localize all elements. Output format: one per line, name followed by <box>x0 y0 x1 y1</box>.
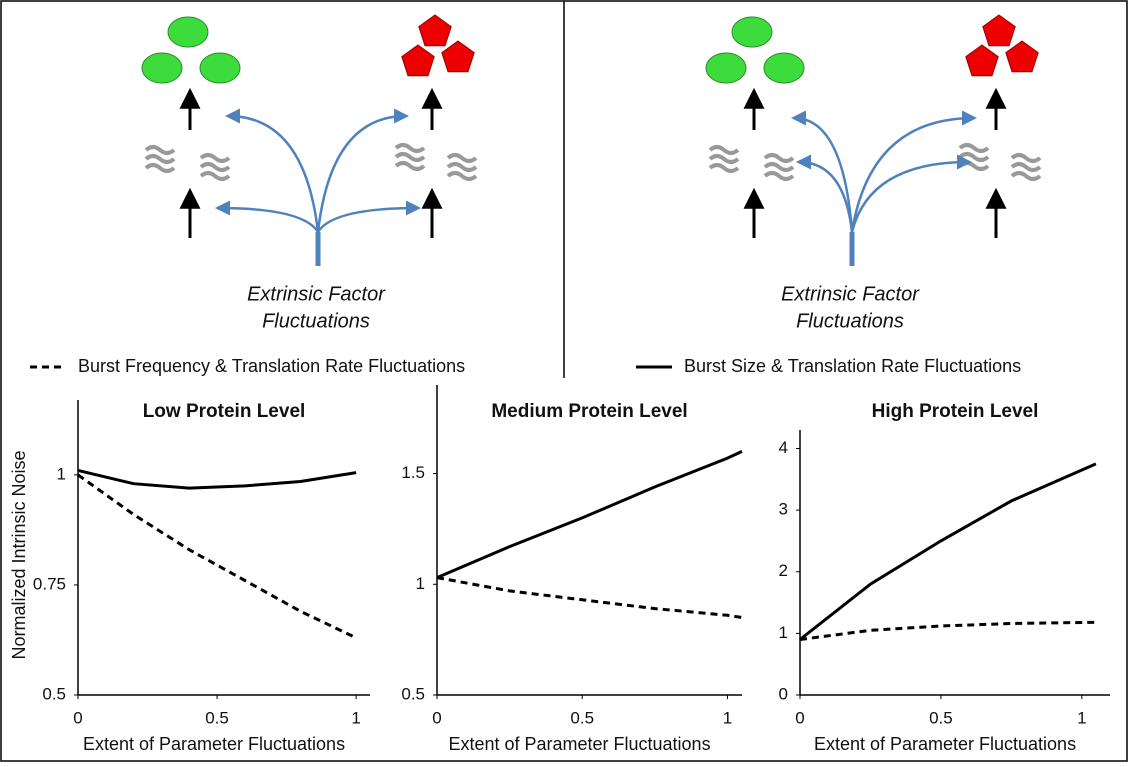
protein-green <box>732 17 772 47</box>
mrna <box>1012 164 1040 170</box>
protein-green <box>706 53 746 83</box>
x-tick-label: 0 <box>432 708 441 727</box>
protein-green <box>764 53 804 83</box>
blue-arrow <box>318 116 406 232</box>
series-line <box>800 464 1096 640</box>
protein-red <box>1006 41 1038 72</box>
mrna <box>960 154 988 160</box>
mrna <box>1012 173 1040 179</box>
y-tick-label tick: 1 <box>57 464 66 483</box>
blue-arrow <box>852 162 969 232</box>
mrna <box>448 164 476 170</box>
x-tick-label: 1 <box>723 708 732 727</box>
protein-green <box>200 53 240 83</box>
x-axis-label: Extent of Parameter Fluctuations <box>448 734 710 754</box>
mrna <box>396 145 424 151</box>
mrna <box>960 163 988 169</box>
blue-arrow <box>318 208 418 232</box>
mrna <box>146 147 174 153</box>
series-line <box>78 470 356 488</box>
mrna <box>710 165 738 171</box>
mrna <box>201 155 229 161</box>
mrna <box>765 155 793 161</box>
y-tick-label tick: 0 <box>779 684 788 703</box>
x-axis-label: Extent of Parameter Fluctuations <box>83 734 345 754</box>
protein-green <box>142 53 182 83</box>
legend-label: Burst Frequency & Translation Rate Fluct… <box>78 356 465 376</box>
y-tick-label tick: 1 <box>779 623 788 642</box>
blue-arrow <box>852 118 974 232</box>
x-tick-label: 0 <box>73 708 82 727</box>
mrna <box>448 173 476 179</box>
diagram-label: Extrinsic Factor <box>247 283 386 305</box>
x-axis-label: Extent of Parameter Fluctuations <box>814 734 1076 754</box>
blue-arrow <box>218 208 318 232</box>
diagram-label: Fluctuations <box>262 310 370 332</box>
y-axis-label: Normalized Intrinsic Noise <box>9 450 29 659</box>
protein-green <box>168 17 208 47</box>
mrna <box>448 155 476 161</box>
series-line <box>78 475 356 638</box>
blue-arrow <box>794 118 852 232</box>
y-tick-label tick: 1.5 <box>401 463 425 482</box>
x-tick-label: 1 <box>351 708 360 727</box>
blue-arrow <box>228 116 318 232</box>
mrna <box>201 173 229 179</box>
x-tick-label: 0.5 <box>205 708 229 727</box>
mrna <box>201 164 229 170</box>
y-tick-label tick: 0.75 <box>33 574 66 593</box>
mrna <box>396 163 424 169</box>
protein-red <box>402 45 434 76</box>
mrna <box>146 156 174 162</box>
legend-label: Burst Size & Translation Rate Fluctuatio… <box>684 356 1021 376</box>
mrna <box>396 154 424 160</box>
y-tick-label tick: 3 <box>779 500 788 519</box>
protein-red <box>419 15 451 46</box>
mrna <box>146 165 174 171</box>
chart-title: Low Protein Level <box>143 401 306 422</box>
mrna <box>710 156 738 162</box>
protein-red <box>983 15 1015 46</box>
x-tick-label: 0 <box>795 708 804 727</box>
y-tick-label tick: 0.5 <box>401 684 425 703</box>
y-tick-label tick: 1 <box>416 574 425 593</box>
mrna <box>960 145 988 151</box>
y-tick-label tick: 2 <box>779 561 788 580</box>
mrna <box>765 173 793 179</box>
protein-red <box>442 41 474 72</box>
blue-arrow <box>799 162 852 232</box>
series-line <box>800 622 1096 639</box>
mrna <box>710 147 738 153</box>
y-tick-label tick: 4 <box>779 438 788 457</box>
y-tick-label tick: 0.5 <box>42 684 66 703</box>
mrna <box>765 164 793 170</box>
x-tick-label: 0.5 <box>570 708 594 727</box>
figure: Extrinsic Factor Fluctuations Extrinsic Fa… <box>0 0 1128 762</box>
x-tick-label: 0.5 <box>929 708 953 727</box>
series-line <box>437 578 742 618</box>
chart-title: Medium Protein Level <box>491 401 687 422</box>
diagram-label: Fluctuations <box>796 310 904 332</box>
chart-title: High Protein Level <box>872 401 1039 422</box>
protein-red <box>966 45 998 76</box>
x-tick-label: 1 <box>1077 708 1086 727</box>
series-line <box>437 451 742 577</box>
mrna <box>1012 155 1040 161</box>
diagram-label: Extrinsic Factor <box>781 283 920 305</box>
